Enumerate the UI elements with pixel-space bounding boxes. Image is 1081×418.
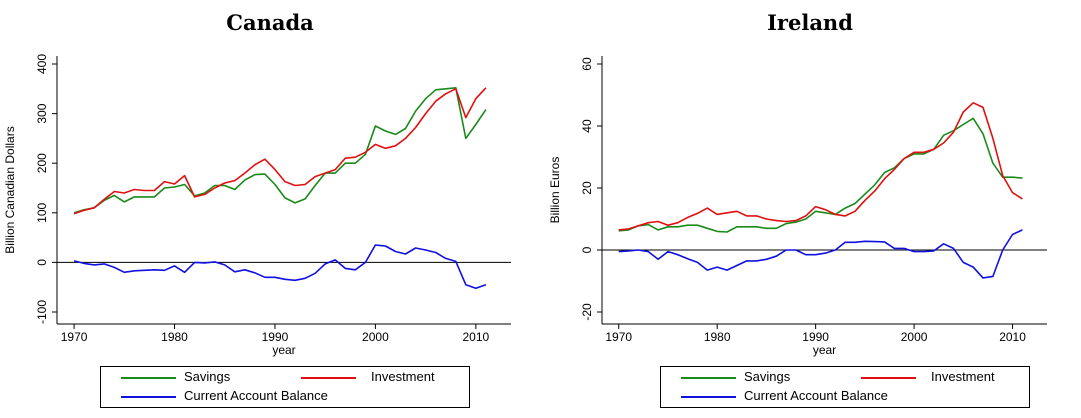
legend-investment-label: Investment	[931, 369, 995, 384]
y-tick-label: 0	[35, 259, 49, 266]
x-tick-label: 1990	[802, 330, 829, 344]
current-account-balance-line	[73, 244, 487, 290]
legend-cab-label: Current Account Balance	[744, 388, 888, 403]
legend-savings-label: Savings	[744, 369, 791, 384]
canada-chart: -100 0 100 200 300 400 1970 1980 1990 2000 2010 yea…	[3, 54, 511, 357]
investment-line	[73, 87, 487, 215]
canada-chart-title: Canada	[226, 10, 314, 35]
x-tick-label: 1980	[704, 330, 731, 344]
ireland-chart-title: Ireland	[767, 10, 853, 35]
y-tick-label: 200	[35, 153, 49, 173]
legend-cab-label: Current Account Balance	[184, 388, 328, 403]
legend-savings-swatch	[681, 377, 736, 379]
legend-savings-label: Savings	[184, 369, 231, 384]
legend-savings-swatch	[121, 377, 176, 379]
canada-legend: Savings Investment Current Account Balan…	[100, 366, 470, 408]
y-axis-title: Billion Canadian Dollars	[3, 126, 17, 253]
y-tick-label: 20	[580, 181, 594, 195]
x-axis-title: year	[272, 343, 295, 357]
x-axis-title: year	[813, 343, 836, 357]
x-tick-label: 1990	[262, 330, 289, 344]
savings-line	[73, 87, 487, 214]
legend-investment-label: Investment	[371, 369, 435, 384]
y-tick-label: 60	[580, 57, 594, 71]
y-tick-label: -20	[580, 303, 594, 321]
y-tick-label: 100	[35, 202, 49, 222]
y-tick-label: 400	[35, 54, 49, 74]
x-tick-label: 2010	[999, 330, 1026, 344]
y-tick-label: 40	[580, 119, 594, 133]
legend-investment-swatch	[861, 377, 916, 379]
x-tick-label: 1970	[605, 330, 632, 344]
y-tick-label: 300	[35, 103, 49, 123]
ireland-legend: Savings Investment Current Account Balan…	[660, 366, 1030, 408]
ireland-panel: Ireland -20 0 20 40 60 1970 1980 1990 2000 2010 ye…	[540, 0, 1080, 418]
legend-investment-swatch	[301, 377, 356, 379]
y-axis-title: Billion Euros	[548, 157, 562, 224]
savings-line	[618, 117, 1023, 233]
x-tick-label: 1970	[61, 330, 88, 344]
current-account-balance-line	[618, 229, 1023, 279]
investment-line	[618, 102, 1023, 231]
x-tick-label: 2000	[901, 330, 928, 344]
y-tick-label: 0	[580, 246, 594, 253]
x-tick-label: 2010	[462, 330, 489, 344]
x-tick-label: 2000	[362, 330, 389, 344]
legend-cab-swatch	[121, 396, 176, 398]
ireland-chart: -20 0 20 40 60 1970 1980 1990 2000 2010 year Billio…	[548, 56, 1047, 357]
canada-panel: Canada -100 0 100 200 300 400 1970 1980 1990 2000…	[0, 0, 540, 418]
x-tick-label: 1980	[161, 330, 188, 344]
y-tick-label: -100	[35, 300, 49, 324]
legend-cab-swatch	[681, 396, 736, 398]
